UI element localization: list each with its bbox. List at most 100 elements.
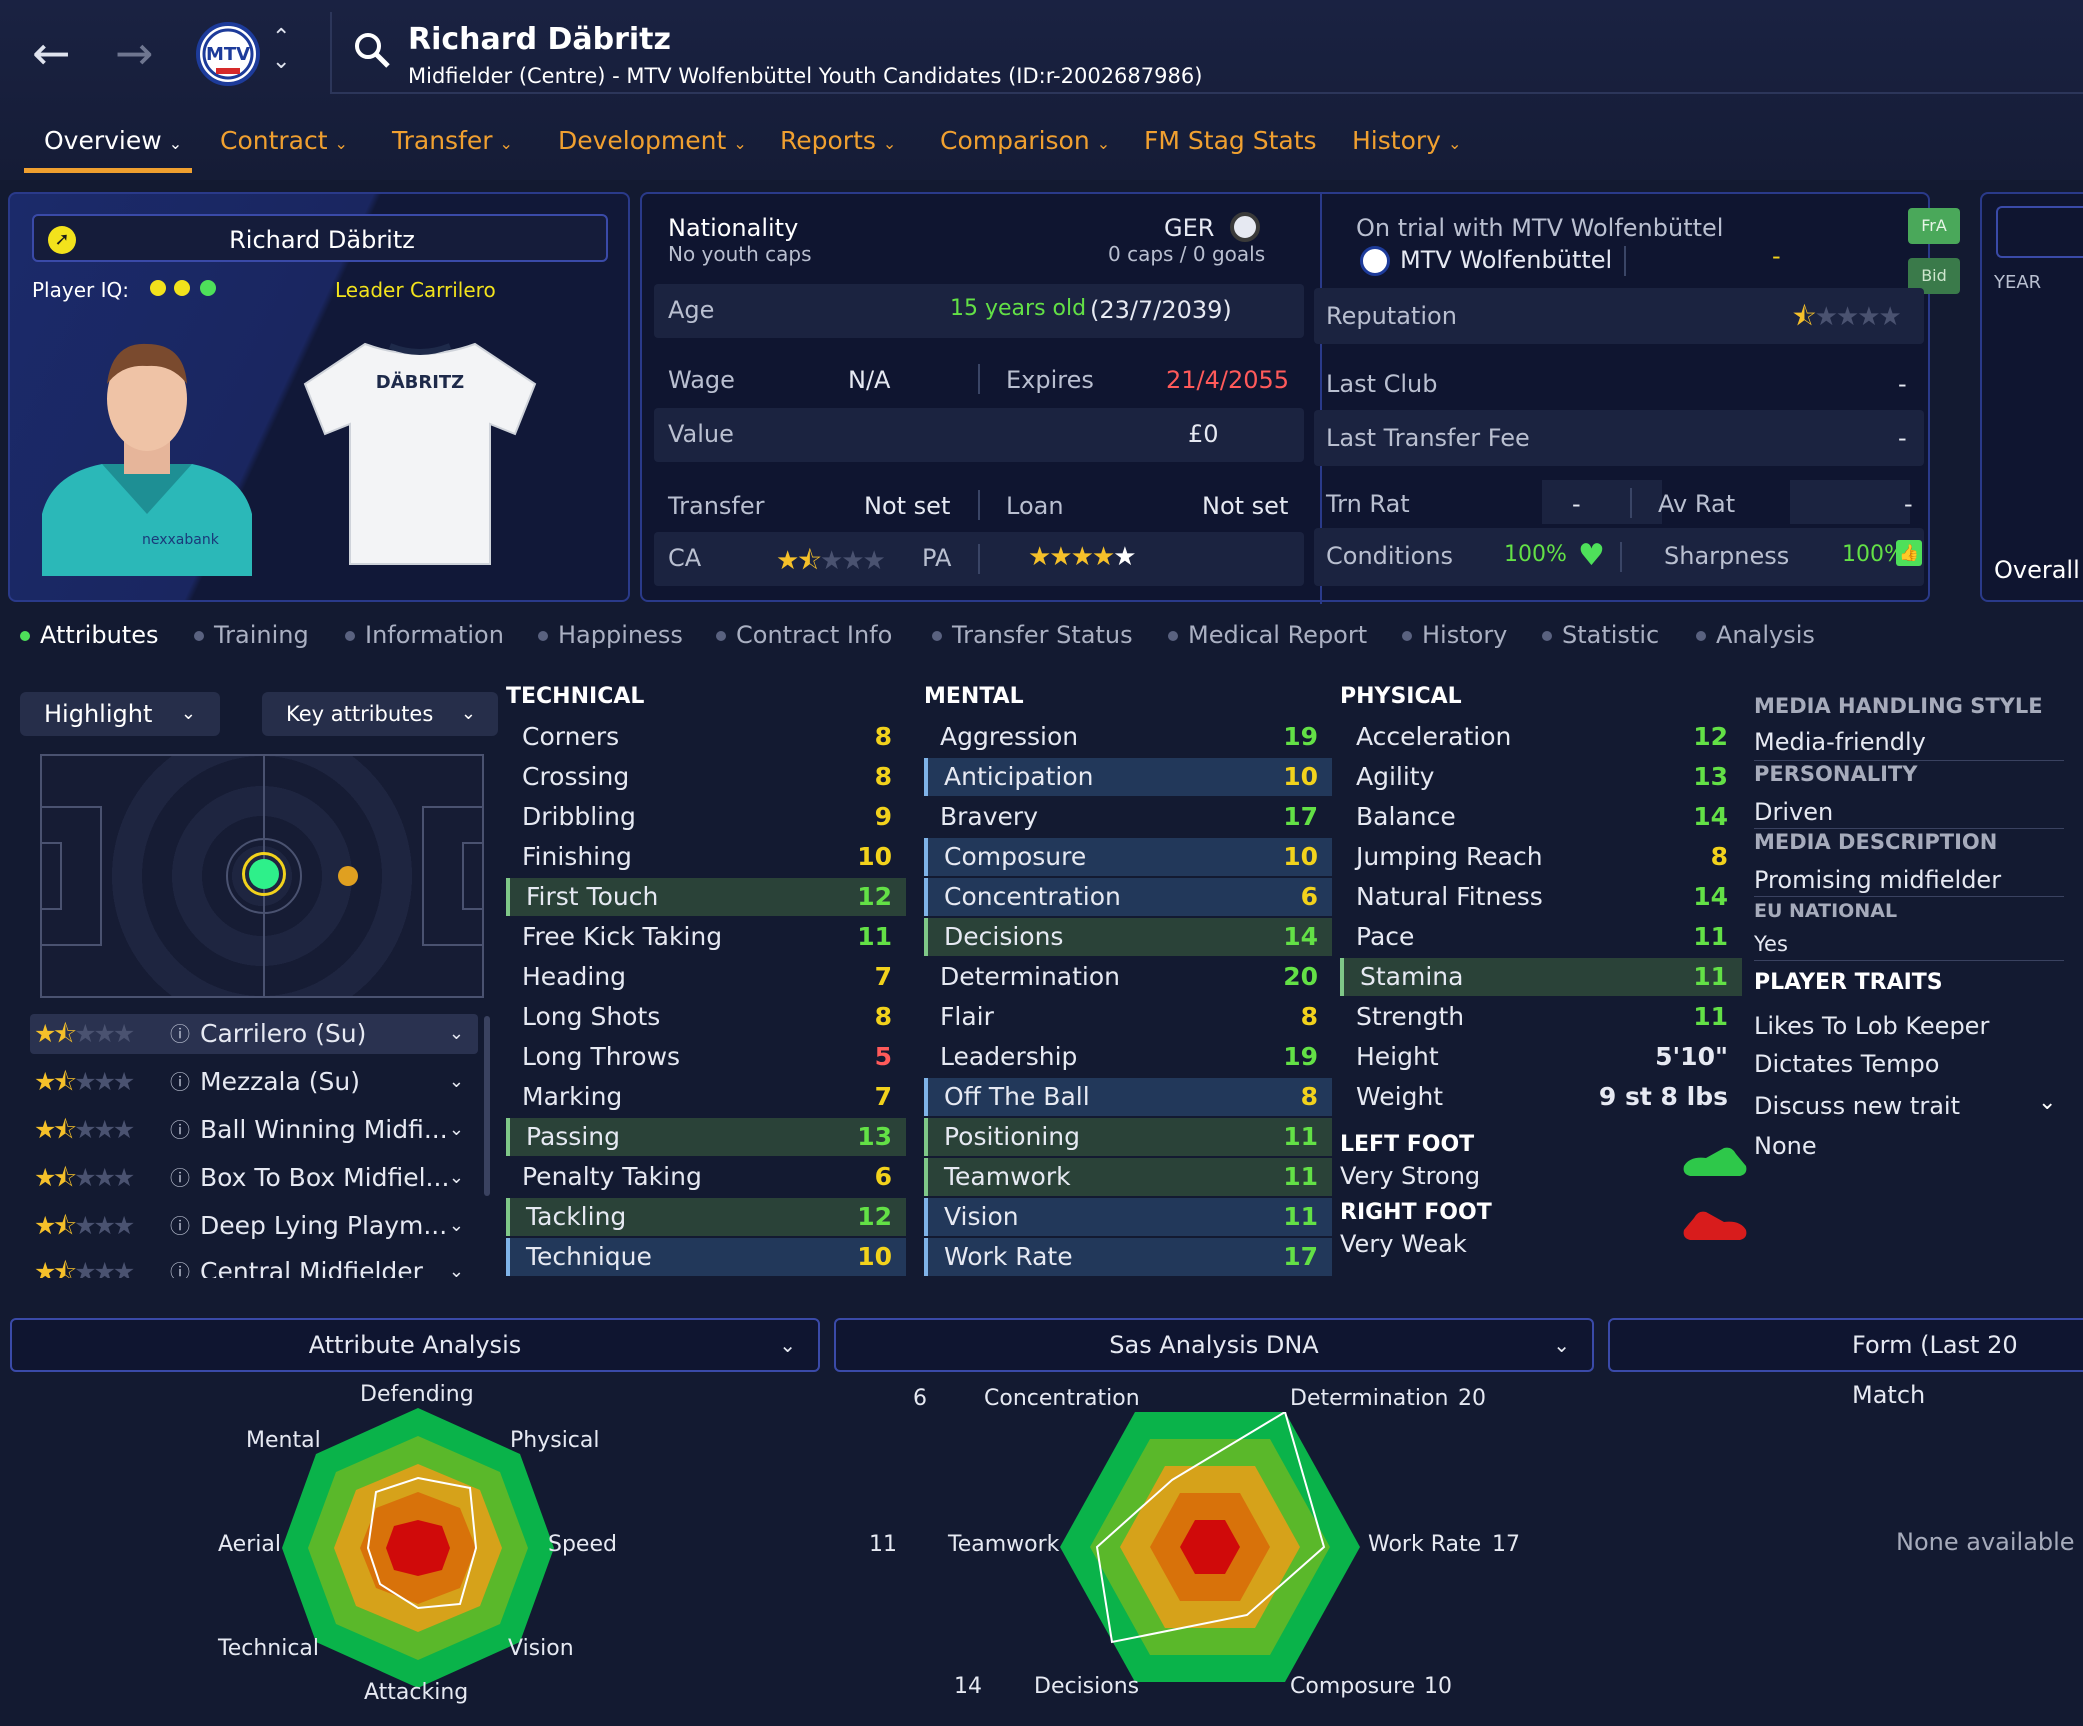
back-arrow-icon[interactable]: ←	[32, 26, 71, 80]
attribute-row[interactable]: Work Rate 17	[924, 1238, 1332, 1276]
attribute-row[interactable]: Agility 13	[1340, 758, 1742, 796]
nation-code: GER	[1164, 214, 1215, 242]
role-item[interactable]: ★⯪★★★ ⓘ Box To Box Midfiel... ⌄	[34, 1163, 464, 1192]
tab-transfer[interactable]: Transfer ⌄	[392, 126, 513, 155]
attribute-row[interactable]: Balance 14	[1340, 798, 1742, 836]
attribute-row[interactable]: Long Throws 5	[506, 1038, 906, 1076]
trait-item: Likes To Lob Keeper	[1754, 1012, 1990, 1040]
attribute-row[interactable]: Jumping Reach 8	[1340, 838, 1742, 876]
attribute-row[interactable]: Aggression 19	[924, 718, 1332, 756]
overall-dropdown[interactable]	[1996, 206, 2083, 258]
role-item[interactable]: ★⯪★★★ ⓘ Central Midfielder ⌄	[34, 1257, 464, 1278]
club-switch-chevrons-icon[interactable]: ⌃ ⌄	[272, 25, 291, 74]
attribute-row[interactable]: Tackling 12	[506, 1198, 906, 1236]
ca-label: CA	[668, 544, 702, 572]
attribute-name: Dribbling	[522, 802, 636, 831]
attribute-row[interactable]: Corners 8	[506, 718, 906, 756]
attribute-row[interactable]: Vision 11	[924, 1198, 1332, 1236]
tab-contract[interactable]: Contract ⌄	[220, 126, 348, 155]
attribute-value: 8	[1300, 1002, 1318, 1031]
attribute-row[interactable]: Positioning 11	[924, 1118, 1332, 1156]
attribute-row[interactable]: Technique 10	[506, 1238, 906, 1276]
left-foot-value: Very Strong	[1340, 1162, 1481, 1190]
attribute-analysis-dropdown[interactable]: Attribute Analysis ⌄	[10, 1318, 820, 1372]
discuss-trait-button[interactable]: Discuss new trait	[1754, 1092, 1960, 1120]
attribute-row[interactable]: Acceleration 12	[1340, 718, 1742, 756]
attribute-name: Crossing	[522, 762, 630, 791]
subtab-medical-report[interactable]: Medical Report	[1168, 621, 1367, 649]
attribute-row[interactable]: Pace 11	[1340, 918, 1742, 956]
attribute-name: Decisions	[944, 922, 1064, 951]
subtab-information[interactable]: Information	[345, 621, 504, 649]
forward-arrow-icon[interactable]: →	[115, 26, 154, 80]
attribute-row[interactable]: Marking 7	[506, 1078, 906, 1116]
tab-overview[interactable]: Overview ⌄	[44, 126, 183, 155]
conditions-label: Conditions	[1326, 542, 1454, 570]
attribute-value: 20	[1283, 962, 1318, 991]
subtab-transfer-status[interactable]: Transfer Status	[932, 621, 1133, 649]
dna-dropdown[interactable]: Sas Analysis DNA ⌄	[834, 1318, 1594, 1372]
attribute-row[interactable]: Anticipation 10	[924, 758, 1332, 796]
attribute-row[interactable]: First Touch 12	[506, 878, 906, 916]
attribute-row[interactable]: Heading 7	[506, 958, 906, 996]
role-item-clipped[interactable]: ★⯪★★★ ⓘ Central Midfielder ⌄	[30, 1252, 478, 1278]
subtab-contract-info[interactable]: Contract Info	[716, 621, 892, 649]
roles-scrollbar[interactable]	[484, 1016, 490, 1196]
attribute-row[interactable]: Finishing 10	[506, 838, 906, 876]
player-iq-label: Player IQ:	[32, 278, 129, 302]
role-item[interactable]: ★⯪★★★ ⓘ Ball Winning Midfi... ⌄	[34, 1115, 464, 1144]
subtab-training[interactable]: Training	[194, 621, 309, 649]
divider	[978, 490, 980, 520]
attribute-name: Anticipation	[944, 762, 1094, 791]
attribute-row[interactable]: Flair 8	[924, 998, 1332, 1036]
attribute-name: Jumping Reach	[1356, 842, 1543, 871]
attribute-row[interactable]: Passing 13	[506, 1118, 906, 1156]
attribute-name: Determination	[940, 962, 1121, 991]
expires-label: Expires	[1006, 366, 1094, 394]
club-name[interactable]: MTV Wolfenbüttel	[1400, 246, 1613, 274]
highlight-dropdown[interactable]: Highlight ⌄	[20, 692, 220, 736]
value-label: Value	[668, 420, 734, 448]
tab-development[interactable]: Development ⌄	[558, 126, 747, 155]
attribute-row[interactable]: Leadership 19	[924, 1038, 1332, 1076]
subtab-history[interactable]: History	[1402, 621, 1507, 649]
attribute-row[interactable]: Long Shots 8	[506, 998, 906, 1036]
key-attributes-dropdown[interactable]: Key attributes ⌄	[262, 692, 498, 736]
subtab-statistic[interactable]: Statistic	[1542, 621, 1659, 649]
height-row: Height 5'10"	[1356, 1042, 1728, 1071]
attribute-row[interactable]: Natural Fitness 14	[1340, 878, 1742, 916]
tab-reports[interactable]: Reports ⌄	[780, 126, 897, 155]
attribute-row[interactable]: Off The Ball 8	[924, 1078, 1332, 1116]
subtab-analysis[interactable]: Analysis	[1696, 621, 1815, 649]
role-item[interactable]: ★⯪★★★ ⓘ Carrilero (Su) ⌄	[30, 1014, 478, 1054]
role-item[interactable]: ★⯪★★★ ⓘ Deep Lying Playm... ⌄	[34, 1211, 464, 1240]
panel-divider	[1320, 194, 1322, 604]
technical-heading: TECHNICAL	[506, 684, 645, 709]
attribute-row[interactable]: Strength 11	[1340, 998, 1742, 1036]
right-boot-icon	[1680, 1206, 1750, 1250]
attribute-row[interactable]: Determination 20	[924, 958, 1332, 996]
subtab-attributes[interactable]: Attributes	[20, 621, 158, 649]
attribute-row[interactable]: Stamina 11	[1340, 958, 1742, 996]
attribute-row[interactable]: Concentration 6	[924, 878, 1332, 916]
attribute-row[interactable]: Decisions 14	[924, 918, 1332, 956]
club-crest-icon[interactable]: MTV	[196, 22, 260, 86]
attribute-row[interactable]: Dribbling 9	[506, 798, 906, 836]
chevron-down-icon[interactable]: ⌄	[2038, 1090, 2057, 1115]
tab-fm-stag-stats[interactable]: FM Stag Stats	[1144, 126, 1317, 155]
attribute-row[interactable]: Penalty Taking 6	[506, 1158, 906, 1196]
attribute-row[interactable]: Teamwork 11	[924, 1158, 1332, 1196]
attribute-analysis-panel: Attribute Analysis ⌄ Defending Physical S…	[8, 1310, 822, 1726]
form-dropdown[interactable]: Form (Last 20 Match	[1608, 1318, 2083, 1409]
tab-history[interactable]: History ⌄	[1352, 126, 1462, 155]
tab-comparison[interactable]: Comparison ⌄	[940, 126, 1111, 155]
attribute-row[interactable]: Composure 10	[924, 838, 1332, 876]
search-icon[interactable]	[352, 30, 392, 74]
attribute-row[interactable]: Crossing 8	[506, 758, 906, 796]
role-item[interactable]: ★⯪★★★ ⓘ Mezzala (Su) ⌄	[34, 1067, 464, 1096]
fra-button[interactable]: FrA	[1908, 208, 1960, 244]
shirt-image: DÄBRITZ	[295, 324, 545, 574]
subtab-happiness[interactable]: Happiness	[538, 621, 683, 649]
attribute-row[interactable]: Free Kick Taking 11	[506, 918, 906, 956]
attribute-row[interactable]: Bravery 17	[924, 798, 1332, 836]
